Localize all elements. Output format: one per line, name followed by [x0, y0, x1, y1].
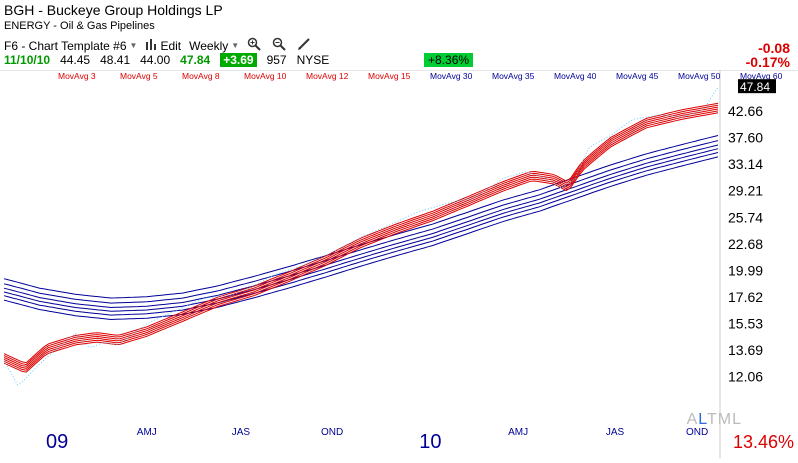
legend-item: MovAvg 15 [368, 71, 411, 81]
zoom-in-icon [247, 37, 261, 54]
last-price-label: 47.84 [740, 80, 770, 94]
long-ma-line [3, 148, 719, 312]
pencil-icon [297, 37, 311, 54]
legend-item: MovAvg 10 [244, 71, 287, 81]
toolbar: F6 - Chart Template #6 ▼ Edit Weekly ▼ [4, 37, 322, 54]
quote-volume: 957 [266, 53, 287, 67]
quote-open: 44.45 [60, 53, 91, 67]
quote-date: 11/10/10 [4, 53, 51, 67]
last-price-badge [738, 79, 776, 94]
y-tick-label: 25.74 [728, 209, 763, 225]
short-ma-line [3, 104, 719, 366]
quote-high: 48.41 [100, 53, 131, 67]
rs-percent: 13.46% [732, 432, 794, 452]
x-quarter-label: AMJ [508, 427, 528, 438]
legend-item: MovAvg 12 [306, 71, 349, 81]
y-tick-label: 22.68 [728, 236, 763, 252]
zoom-out-button[interactable] [272, 37, 289, 54]
sector-label: ENERGY - Oil & Gas Pipelines [4, 20, 155, 32]
long-ma-line [3, 144, 719, 309]
x-quarter-label: OND [686, 427, 708, 438]
short-ma-line [3, 112, 719, 373]
x-quarter-label: OND [321, 427, 343, 438]
y-tick-label: 42.66 [728, 103, 763, 119]
y-tick-label: 33.14 [728, 156, 763, 172]
legend-item: MovAvg 8 [182, 71, 220, 81]
zoom-out-icon [272, 37, 286, 54]
y-tick-label: 13.69 [728, 342, 763, 358]
legend-item: MovAvg 3 [58, 71, 96, 81]
legend-item: MovAvg 50 [678, 71, 721, 81]
long-ma-line [3, 135, 719, 299]
legend-item: MovAvg 60 [740, 71, 783, 81]
y-tick-label: 29.21 [728, 183, 763, 199]
legend-item: MovAvg 30 [430, 71, 473, 81]
y-tick-label: 12.06 [728, 368, 763, 384]
period-select[interactable]: Weekly ▼ [189, 39, 239, 53]
y-tick-label: 17.62 [728, 289, 763, 305]
quote-bar: 11/10/10 44.45 48.41 44.00 47.84 +3.69 9… [4, 53, 339, 67]
quote-last: 47.84 [180, 53, 211, 67]
x-quarter-label: JAS [606, 427, 625, 438]
long-ma-line [3, 152, 719, 316]
edit-label: Edit [160, 38, 182, 53]
short-ma-line [3, 102, 719, 364]
quote-exchange: NYSE [296, 53, 330, 67]
chart-template-label: F6 - Chart Template #6 [4, 38, 127, 53]
x-quarter-label: JAS [232, 427, 251, 438]
symbol-title: BGH - Buckeye Group Holdings LP [4, 2, 223, 18]
long-ma-line [3, 140, 719, 304]
price-line [3, 86, 719, 386]
short-ma-line [3, 108, 719, 369]
long-ma-line [3, 156, 719, 321]
change-absolute: -0.08 [758, 40, 790, 56]
rs-indicator: ALTML [687, 411, 742, 429]
legend-item: MovAvg 40 [554, 71, 597, 81]
y-tick-label: 19.99 [728, 262, 763, 278]
percent-change-badge: +8.36% [424, 53, 474, 67]
rs-prefix: A [686, 411, 699, 428]
legend-item: MovAvg 5 [120, 71, 158, 81]
legend-item: MovAvg 45 [616, 71, 659, 81]
y-tick-label: 15.53 [728, 315, 763, 331]
quote-change: +3.69 [220, 53, 257, 67]
x-quarter-label: AMJ [137, 427, 157, 438]
change-percent: -0.17% [745, 54, 790, 70]
price-chart[interactable]: MovAvg 3 MovAvg 5 MovAvg 8 MovAvg 10 MovAvg … [0, 69, 798, 458]
zoom-in-button[interactable] [247, 37, 264, 54]
rs-suffix: TML [707, 411, 742, 428]
draw-tool-button[interactable] [297, 37, 314, 54]
chart-template-select[interactable]: F6 - Chart Template #6 ▼ [4, 39, 137, 53]
x-year-label: 10 [419, 431, 441, 453]
short-ma-line [3, 110, 719, 371]
edit-button[interactable]: Edit [145, 38, 181, 53]
y-tick-label: 37.60 [728, 130, 763, 146]
period-label: Weekly [189, 38, 229, 53]
legend-item: MovAvg 35 [492, 71, 535, 81]
short-ma-line [3, 106, 719, 367]
rs-mid: L [698, 411, 707, 428]
chart-svg: MovAvg 3 MovAvg 5 MovAvg 8 MovAvg 10 MovAvg … [0, 69, 798, 458]
chevron-down-icon: ▼ [129, 41, 138, 50]
bar-chart-icon [145, 38, 157, 53]
x-year-label: 09 [46, 431, 68, 453]
quote-low: 44.00 [140, 53, 171, 67]
chevron-down-icon: ▼ [231, 41, 240, 50]
